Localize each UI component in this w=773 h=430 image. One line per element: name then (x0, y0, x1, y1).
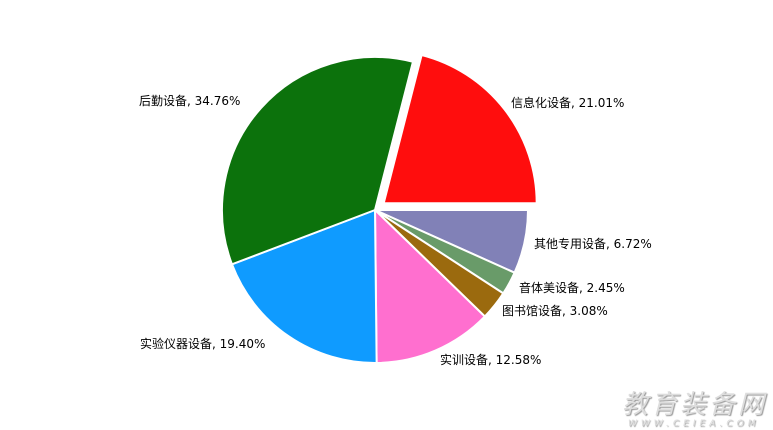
watermark-url: WWW.CEIEA.COM (628, 419, 760, 429)
watermark-title: 教育装备网 (622, 390, 768, 420)
pie-slice-6[interactable] (221, 56, 415, 266)
slice-label-info: 信息化设备, 21.01% (511, 96, 625, 110)
slice-label-training: 实训设备, 12.58% (440, 353, 542, 367)
slice-label-other: 其他专用设备, 6.72% (534, 237, 652, 251)
slice-label-logistics: 后勤设备, 34.76% (139, 94, 241, 108)
pie-slice-5[interactable] (230, 208, 378, 364)
pie-slice-4[interactable] (373, 207, 487, 365)
slice-label-music-art: 音体美设备, 2.45% (519, 281, 625, 295)
slice-label-lab: 实验仪器设备, 19.40% (140, 337, 266, 351)
slice-label-library: 图书馆设备, 3.08% (502, 304, 608, 318)
watermark-logo: 教育装备网 WWW.CEIEA.COM (622, 384, 767, 429)
pie-slice-0[interactable] (382, 53, 538, 205)
